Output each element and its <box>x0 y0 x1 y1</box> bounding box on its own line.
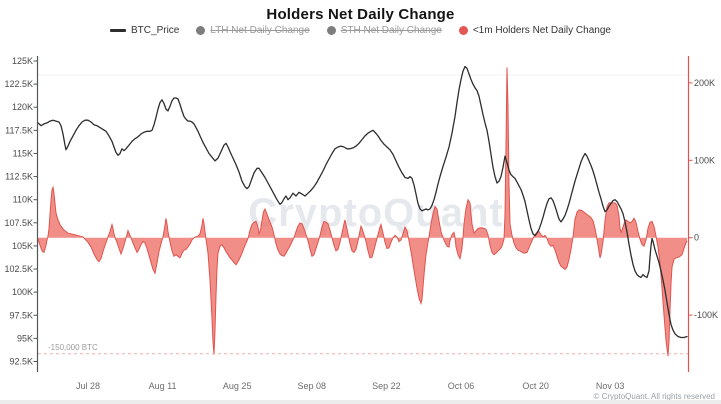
legend-label: LTH Net Daily Change <box>210 25 310 36</box>
annotation-label: -150,000 BTC <box>48 343 98 352</box>
copyright: © CryptoQuant. All rights reserved <box>593 392 716 401</box>
holders-net-change-outline <box>37 67 688 357</box>
legend-item-3[interactable]: <1m Holders Net Daily Change <box>458 25 611 36</box>
left-axis-tick: 97.5K <box>9 310 33 320</box>
left-axis-tick: 110K <box>13 195 33 205</box>
left-axis-tick: 112.5K <box>5 172 33 182</box>
legend-label: STH Net Daily Change <box>340 25 442 36</box>
left-axis-tick: 120K <box>12 102 33 112</box>
date-axis-tick: Sep 22 <box>372 381 401 391</box>
left-axis-tick: 107.5K <box>4 218 33 228</box>
watermark: CryptoQuant <box>248 191 503 235</box>
legend-item-2[interactable]: STH Net Daily Change <box>326 25 442 36</box>
left-axis-tick: 125K <box>12 56 33 66</box>
left-axis-tick: 102.5K <box>4 264 33 274</box>
right-axis-tick: 0 <box>694 233 699 243</box>
left-axis-tick: 95K <box>17 333 33 343</box>
date-axis-tick: Aug 25 <box>223 381 252 391</box>
date-axis-tick: Oct 06 <box>448 381 475 391</box>
legend: BTC_Price LTH Net Daily Change STH Net Dai… <box>0 25 721 36</box>
legend-item-1[interactable]: LTH Net Daily Change <box>196 25 310 36</box>
legend-dot-marker <box>458 26 468 35</box>
chart-title: Holders Net Daily Change <box>266 6 455 23</box>
left-axis-tick: 122.5K <box>4 79 33 89</box>
btc-price-line <box>37 65 688 339</box>
left-axis-tick: 92.5K <box>9 356 33 366</box>
left-axis-tick: 100K <box>12 287 33 297</box>
left-axis-tick: 117.5K <box>5 125 33 135</box>
date-axis-tick: Nov 03 <box>596 381 625 391</box>
date-axis-tick: Oct 20 <box>522 381 549 391</box>
left-axis-tick: 115K <box>13 148 33 158</box>
right-axis-tick: -100K <box>694 310 718 320</box>
date-axis-tick: Aug 11 <box>149 381 177 391</box>
legend-line-marker <box>110 29 127 32</box>
right-axis-tick: 200K <box>694 78 715 88</box>
legend-label: BTC_Price <box>131 25 180 36</box>
legend-label: <1m Holders Net Daily Change <box>472 25 611 36</box>
left-axis-tick: 105K <box>12 241 33 251</box>
date-axis-tick: Sep 08 <box>298 381 327 391</box>
legend-dot-marker <box>326 26 336 35</box>
right-axis-tick: 100K <box>694 155 715 165</box>
legend-dot-marker <box>196 26 206 35</box>
date-axis-tick: Jul 28 <box>76 381 100 391</box>
window-bottom-edge <box>0 400 721 404</box>
legend-item-0[interactable]: BTC_Price <box>110 25 179 36</box>
